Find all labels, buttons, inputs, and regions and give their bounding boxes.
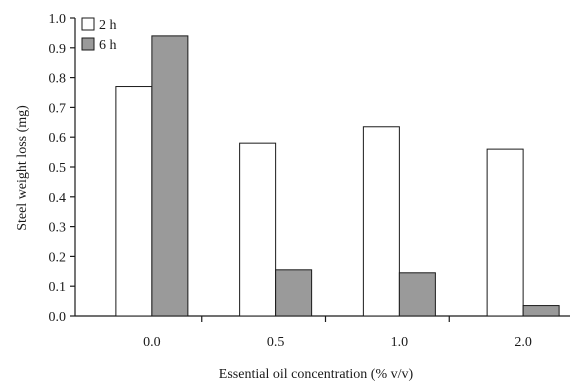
- legend-swatch-2h: [81, 17, 95, 31]
- bar-2h-1-0: [362, 126, 400, 317]
- bar-2h-0-0: [115, 86, 153, 317]
- y-tick-label: 0.9: [49, 42, 67, 57]
- y-tick-label: 0.5: [49, 161, 67, 176]
- bar-6h-0-0: [151, 35, 189, 317]
- x-tick-label: 0.0: [143, 335, 161, 350]
- x-tick-label: 2.0: [514, 335, 532, 350]
- y-axis: 0.0 0.1 0.2 0.3 0.4 0.5 0.6 0.7 0.8 0.9 1.0: [49, 12, 76, 325]
- y-tick-label: 0.1: [49, 280, 67, 295]
- legend: 2 h6 h: [81, 17, 117, 53]
- bar-6h-1-0: [398, 272, 436, 317]
- y-tick-label: 0.7: [49, 101, 67, 116]
- x-axis: 0.0 0.5 1.0 2.0: [75, 315, 570, 350]
- legend-label-6h: 6 h: [99, 38, 117, 53]
- bars: [115, 35, 560, 317]
- y-tick-label: 0.6: [49, 131, 67, 146]
- bar-2h-2-0: [486, 148, 524, 317]
- legend-label-2h: 2 h: [99, 18, 117, 33]
- x-tick-label: 0.5: [267, 335, 285, 350]
- bar-6h-0-5: [275, 269, 313, 317]
- y-tick-label: 1.0: [49, 12, 67, 27]
- x-tick-label: 1.0: [391, 335, 409, 350]
- x-axis-title: Essential oil concentration (% v/v): [219, 367, 414, 382]
- y-tick-label: 0.3: [49, 221, 67, 236]
- bar-6h-2-0: [522, 305, 560, 317]
- legend-swatch-6h: [81, 37, 95, 51]
- y-tick-label: 0.2: [49, 250, 67, 265]
- y-tick-label: 0.0: [49, 310, 67, 325]
- bar-2h-0-5: [239, 142, 277, 317]
- y-tick-label: 0.8: [49, 72, 67, 87]
- y-tick-label: 0.4: [49, 191, 67, 206]
- y-axis-title: Steel weight loss (mg): [15, 105, 30, 231]
